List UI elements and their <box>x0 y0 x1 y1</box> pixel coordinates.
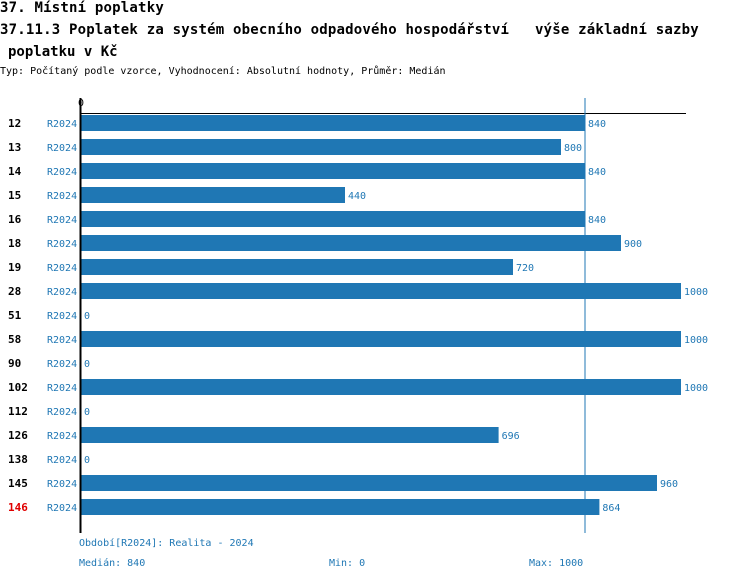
bar <box>81 283 681 299</box>
bar <box>81 139 561 155</box>
row-period-label: R2024 <box>47 479 77 490</box>
min-stat: Min: 0 <box>329 558 366 569</box>
bar-value-label: 864 <box>602 503 620 514</box>
row-id-label: 15 <box>8 189 21 202</box>
row-period-label: R2024 <box>47 311 77 322</box>
row-period-label: R2024 <box>47 143 77 154</box>
row-id-label: 145 <box>8 477 28 490</box>
row-id-label: 112 <box>8 405 28 418</box>
bar-value-label: 0 <box>84 407 90 418</box>
row-period-label: R2024 <box>47 167 77 178</box>
row-period-label: R2024 <box>47 215 77 226</box>
bar <box>81 427 499 443</box>
section-title: 37. Místní poplatky <box>0 0 164 16</box>
bar-value-label: 1000 <box>684 383 708 394</box>
row-period-label: R2024 <box>47 239 77 250</box>
row-id-label: 126 <box>8 429 28 442</box>
row-id-label: 19 <box>8 261 21 274</box>
row-id-label: 138 <box>8 453 28 466</box>
row-id-label: 28 <box>8 285 21 298</box>
row-period-label: R2024 <box>47 407 77 418</box>
row-id-label: 13 <box>8 141 21 154</box>
row-id-label: 18 <box>8 237 21 250</box>
row-id-label: 12 <box>8 117 21 130</box>
bar-value-label: 1000 <box>684 287 708 298</box>
chart-subtitle: Typ: Počítaný podle vzorce, Vyhodnocení:… <box>0 66 446 77</box>
row-id-label: 102 <box>8 381 28 394</box>
chart-title-line1: 37.11.3 Poplatek za systém obecního odpa… <box>0 22 699 38</box>
bar-value-label: 840 <box>588 167 606 178</box>
bar <box>81 211 585 227</box>
row-id-label: 14 <box>8 165 22 178</box>
row-period-label: R2024 <box>47 359 77 370</box>
bar <box>81 379 681 395</box>
row-id-label: 58 <box>8 333 21 346</box>
row-period-label: R2024 <box>47 191 77 202</box>
bar <box>81 187 345 203</box>
bar <box>81 163 585 179</box>
bar-value-label: 0 <box>84 455 90 466</box>
row-id-label: 16 <box>8 213 22 226</box>
bar <box>81 475 657 491</box>
bar-value-label: 960 <box>660 479 678 490</box>
bar <box>81 331 681 347</box>
bar-value-label: 800 <box>564 143 582 154</box>
bar <box>81 235 621 251</box>
row-period-label: R2024 <box>47 335 77 346</box>
bar-value-label: 900 <box>624 239 642 250</box>
bar <box>81 115 585 131</box>
row-period-label: R2024 <box>47 263 77 274</box>
chart-title-line2: poplatku v Kč <box>8 44 118 60</box>
bar-value-label: 440 <box>348 191 366 202</box>
row-period-label: R2024 <box>47 455 77 466</box>
bar-value-label: 0 <box>84 311 90 322</box>
median-stat: Medián: 840 <box>79 558 146 569</box>
row-id-label: 51 <box>8 309 22 322</box>
row-period-label: R2024 <box>47 503 77 514</box>
row-id-label: 90 <box>8 357 21 370</box>
bar-value-label: 696 <box>502 431 520 442</box>
row-period-label: R2024 <box>47 431 77 442</box>
period-legend: Období[R2024]: Realita - 2024 <box>79 538 254 549</box>
row-period-label: R2024 <box>47 119 77 130</box>
row-period-label: R2024 <box>47 383 77 394</box>
bar-value-label: 840 <box>588 119 606 130</box>
row-id-label: 146 <box>8 501 28 514</box>
bar-value-label: 840 <box>588 215 606 226</box>
bar <box>81 499 600 515</box>
bar-value-label: 1000 <box>684 335 708 346</box>
bar <box>81 259 513 275</box>
bar-value-label: 0 <box>84 359 90 370</box>
bar-value-label: 720 <box>516 263 534 274</box>
row-period-label: R2024 <box>47 287 77 298</box>
max-stat: Max: 1000 <box>529 558 584 569</box>
